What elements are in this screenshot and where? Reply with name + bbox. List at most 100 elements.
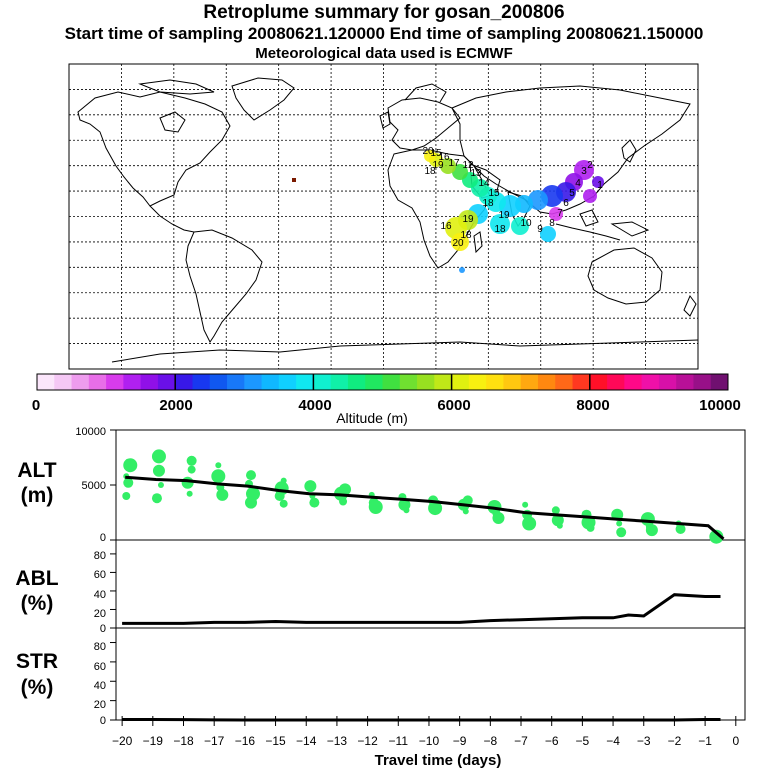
- x-tick-label: −2: [668, 734, 682, 748]
- colorbar-tick-label: 10000: [699, 397, 741, 414]
- plume-age-label: 6: [563, 198, 569, 209]
- x-tick-label: −7: [514, 734, 528, 748]
- alt-cluster-point: [556, 522, 563, 529]
- alt-cluster-point: [586, 523, 595, 532]
- abl-ytick-label: 20: [94, 608, 106, 620]
- plume-cluster: [592, 176, 604, 188]
- plume-cluster: [440, 158, 456, 174]
- alt-cluster-point: [492, 512, 505, 524]
- x-tick-label: −11: [389, 734, 409, 748]
- alt-cluster-point: [339, 497, 348, 506]
- alt-cluster-point: [215, 462, 222, 469]
- plume-age-label: 8: [549, 218, 555, 229]
- str-ytick-label: 40: [94, 680, 106, 692]
- plume-age-label: 19: [462, 214, 474, 225]
- plume-cluster: [583, 189, 597, 203]
- colorbar-cell: [417, 374, 435, 390]
- x-tick-label: 0: [732, 734, 739, 748]
- colorbar-cell: [209, 374, 228, 390]
- str-ylabel: STR: [16, 650, 58, 673]
- x-tick-label: −12: [357, 734, 378, 748]
- panels-frame: [115, 429, 746, 721]
- alt-cluster-point: [216, 488, 229, 501]
- coast-british-isles: [379, 111, 391, 129]
- colorbar-cell: [365, 374, 383, 390]
- colorbar-cell: [192, 374, 211, 390]
- plume-age-label: 18: [460, 230, 472, 241]
- retroplume-trajectory: 1618192018191815141312171615181920109876…: [292, 146, 604, 273]
- map-graticule: [69, 64, 698, 369]
- abl-ytick-label: 60: [94, 569, 106, 581]
- plume-age-label: 4: [575, 178, 581, 189]
- plume-age-label: 1: [597, 180, 603, 191]
- alt-cluster-point: [123, 477, 134, 488]
- colorbar-cell: [278, 374, 297, 390]
- title-line-2: Start time of sampling 20080621.120000 E…: [64, 24, 704, 43]
- alt-cluster-point: [186, 490, 193, 497]
- coast-hudson-bay: [159, 111, 186, 133]
- alt-cluster-point: [274, 481, 289, 496]
- str-series-line: [122, 718, 721, 722]
- alt-cluster-point: [122, 492, 131, 500]
- plume-cluster: [424, 150, 436, 162]
- colorbar-axis-label: Altitude (m): [336, 410, 408, 426]
- colorbar-cell: [106, 374, 124, 390]
- plume-age-label: 3: [581, 166, 587, 177]
- colorbar-cell: [503, 374, 522, 390]
- coastlines: [77, 77, 699, 363]
- plume-age-label: 20: [452, 238, 464, 249]
- coast-north-america: [77, 91, 231, 207]
- alt-cluster-point: [309, 497, 320, 508]
- alt-cluster-point: [551, 506, 560, 515]
- coast-greenland: [231, 77, 295, 121]
- alt-cluster-point: [616, 520, 623, 527]
- colorbar-cell: [537, 374, 556, 390]
- colorbar-cell: [71, 374, 90, 390]
- colorbar-cell: [641, 374, 660, 390]
- colorbar-cell: [468, 374, 487, 390]
- coast-central-america: [149, 205, 195, 233]
- alt-cluster-point: [181, 476, 194, 489]
- plume-age-label: 16: [440, 221, 452, 232]
- plume-cluster: [511, 217, 529, 235]
- plume-age-label: 19: [498, 210, 510, 221]
- coast-borneo: [579, 209, 599, 227]
- plume-age-label: 2: [587, 160, 593, 171]
- plume-age-label: 18: [482, 198, 494, 209]
- colorbar-cell: [693, 374, 712, 390]
- plume-age-label: 13: [470, 168, 482, 179]
- colorbar-frame: [36, 373, 729, 391]
- release-site-marker: [292, 178, 296, 182]
- alt-cluster-point: [462, 495, 473, 506]
- alt-cluster-point: [462, 508, 469, 515]
- abl-ytick-label: 80: [94, 550, 106, 562]
- colorbar-cell: [399, 374, 418, 390]
- coast-japan: [621, 139, 637, 163]
- colorbar-cell: [227, 374, 245, 390]
- plume-age-label: 12: [462, 160, 474, 171]
- coast-antarctica: [111, 339, 699, 363]
- str-ytick-label: 80: [94, 641, 106, 653]
- colorbar-cell: [123, 374, 142, 390]
- colorbar-cell: [572, 374, 591, 390]
- colorbar-cell: [589, 374, 608, 390]
- colorbar-cell: [658, 374, 677, 390]
- colorbar-cell: [37, 374, 55, 390]
- colorbar-cell: [451, 374, 470, 390]
- plume-cluster: [459, 267, 465, 273]
- alt-cluster-point: [211, 469, 226, 484]
- colorbar-cell: [175, 374, 193, 390]
- plume-age-label: 15: [488, 188, 500, 199]
- plume-age-label: 17: [448, 158, 460, 169]
- colorbar-tick-label: 8000: [576, 397, 609, 414]
- plume-age-label: 16: [438, 152, 450, 163]
- world-map: 1618192018191815141312171615181920109876…: [68, 63, 699, 370]
- colorbar-cell: [244, 374, 263, 390]
- colorbar-cell: [261, 374, 280, 390]
- x-tick-label: −10: [419, 734, 440, 748]
- colorbar-cell: [624, 374, 643, 390]
- colorbar-cell: [607, 374, 625, 390]
- colorbar-tick-label: 4000: [298, 397, 331, 414]
- alt-cluster-point: [645, 524, 658, 537]
- time-series-panels: ALT (m) ABL (%) STR (%) 10000 5000 0 80 …: [15, 426, 746, 768]
